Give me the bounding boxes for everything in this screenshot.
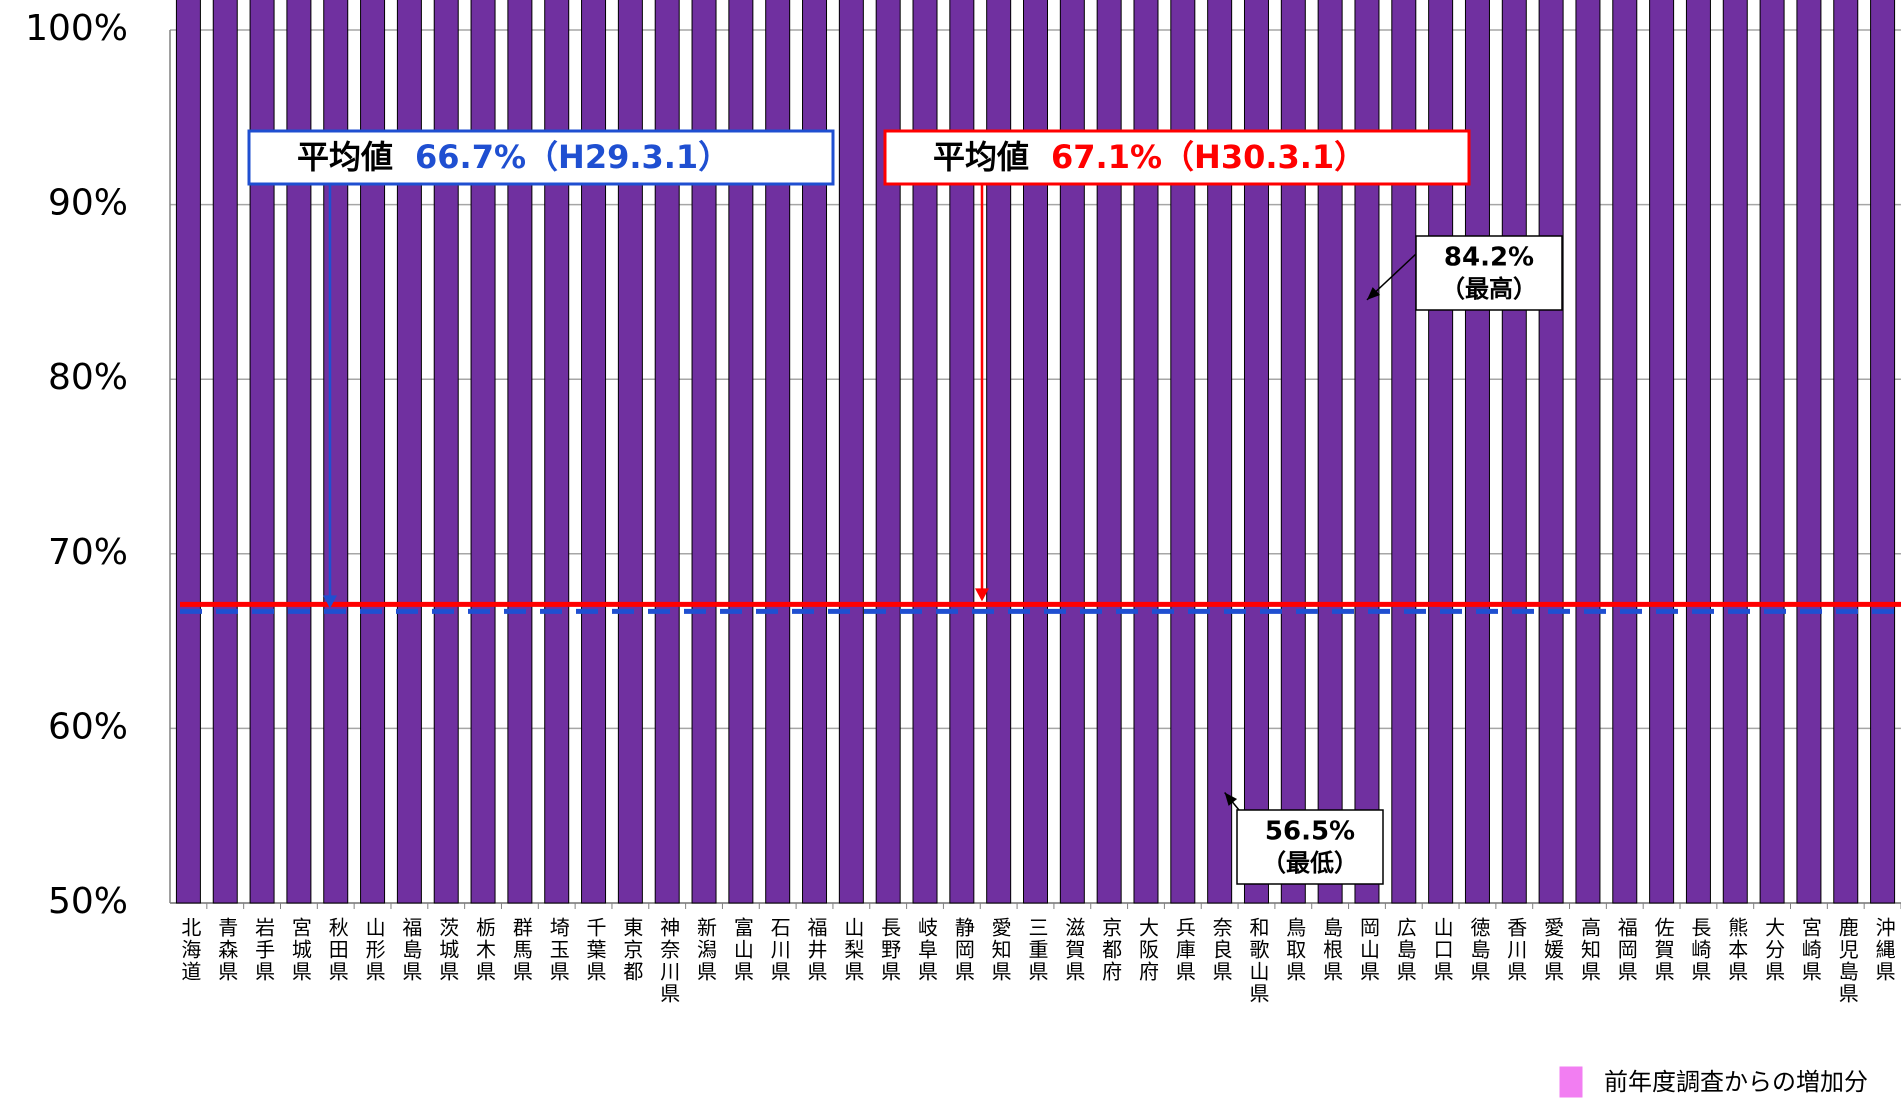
- x-tick-label: 新潟県: [694, 917, 718, 983]
- x-tick-label: 宮崎県: [1798, 917, 1822, 983]
- bar-segment: [1722, 0, 1748, 904]
- y-tick-label: 70%: [48, 532, 128, 573]
- x-tick-label: 秋田県: [325, 917, 349, 983]
- y-tick-label: 80%: [48, 357, 128, 398]
- x-tick-label: 愛知県: [988, 917, 1012, 983]
- x-tick-label: 兵庫県: [1172, 917, 1196, 983]
- x-tick-label: 神奈川県: [657, 917, 681, 1005]
- annotation-note: （最低）: [1262, 849, 1358, 877]
- arrow-head: [1366, 287, 1381, 300]
- annotation-box: [1236, 809, 1384, 885]
- arrow-head: [975, 588, 989, 602]
- average-label: 平均値 66.7%（H29.3.1）: [297, 138, 730, 176]
- annotation-box: [1415, 235, 1563, 311]
- x-tick-label: 岩手県: [252, 917, 276, 983]
- x-tick-label: 高知県: [1577, 917, 1601, 983]
- x-tick-label: 鳥取県: [1283, 917, 1307, 983]
- average-value: 66.7%（H29.3.1）: [415, 138, 730, 176]
- bar-segment: [1833, 0, 1859, 904]
- y-tick-label: 50%: [48, 881, 128, 922]
- bar-segment: [1649, 0, 1675, 904]
- bar-segment: [838, 0, 864, 904]
- x-tick-label: 香川県: [1504, 917, 1528, 983]
- annotation-note: （最高）: [1441, 275, 1537, 303]
- arrow-head: [323, 595, 337, 609]
- x-tick-label: 佐賀県: [1651, 917, 1675, 983]
- x-tick-label: 広島県: [1393, 917, 1417, 983]
- arrow-head: [1224, 792, 1238, 806]
- x-tick-label: 福島県: [399, 917, 423, 983]
- x-tick-label: 宮城県: [288, 917, 312, 983]
- x-tick-label: 滋賀県: [1062, 917, 1086, 983]
- x-tick-label: 山梨県: [841, 917, 865, 983]
- annotation-value: 56.5%: [1265, 817, 1355, 847]
- x-tick-label: 和歌山県: [1246, 917, 1270, 1005]
- average-title: 平均値: [933, 138, 1029, 176]
- y-tick-label: 100%: [25, 8, 128, 49]
- average-box: [883, 129, 1471, 186]
- x-tick-label: 群馬県: [509, 917, 533, 983]
- x-tick-label: 三重県: [1025, 917, 1049, 983]
- x-tick-label: 愛媛県: [1541, 917, 1565, 983]
- x-tick-label: 徳島県: [1467, 917, 1491, 983]
- x-tick-label: 静岡県: [951, 917, 975, 983]
- x-tick-label: 富山県: [730, 917, 754, 983]
- bar-segment: [212, 0, 238, 904]
- x-tick-label: 北海道: [178, 917, 202, 983]
- x-tick-label: 鹿児島県: [1835, 917, 1859, 1005]
- x-tick-label: 島根県: [1320, 917, 1344, 983]
- x-tick-label: 大阪府: [1135, 917, 1159, 983]
- x-tick-label: 山形県: [362, 917, 386, 983]
- legend-label: 前年度調査からの増加分: [1604, 1068, 1868, 1096]
- average-label: 平均値 67.1%（H30.3.1）: [933, 138, 1366, 176]
- x-tick-label: 長崎県: [1688, 917, 1712, 983]
- bar-segment: [1575, 0, 1601, 904]
- y-tick-label: 60%: [48, 706, 128, 747]
- annotation-value: 84.2%: [1444, 243, 1534, 273]
- x-tick-label: 山口県: [1430, 917, 1454, 983]
- x-tick-label: 埼玉県: [546, 917, 570, 983]
- x-tick-label: 千葉県: [583, 917, 607, 983]
- x-tick-label: 福井県: [804, 917, 828, 983]
- average-title: 平均値: [297, 138, 393, 176]
- y-tick-label: 90%: [48, 183, 128, 224]
- bar-segment: [1796, 0, 1822, 904]
- x-tick-label: 沖縄県: [1872, 917, 1896, 983]
- bar-segment: [1501, 0, 1527, 904]
- x-tick-label: 奈良県: [1209, 917, 1233, 983]
- x-tick-label: 石川県: [767, 917, 791, 983]
- bar-segment: [175, 0, 201, 904]
- x-tick-label: 大分県: [1762, 917, 1786, 983]
- x-tick-label: 栃木県: [473, 917, 497, 983]
- bar-segment: [1612, 0, 1638, 904]
- x-tick-label: 熊本県: [1725, 917, 1749, 983]
- x-tick-label: 青森県: [215, 917, 239, 983]
- x-tick-label: 長野県: [878, 917, 902, 983]
- legend-swatch: [1559, 1066, 1583, 1098]
- average-box: [247, 129, 835, 186]
- average-value: 67.1%（H30.3.1）: [1051, 138, 1366, 176]
- x-tick-label: 岐阜県: [915, 917, 939, 983]
- x-tick-label: 茨城県: [436, 917, 460, 983]
- x-tick-label: 福岡県: [1614, 917, 1638, 983]
- bar-segment: [1685, 0, 1711, 904]
- bar-segment: [1870, 0, 1896, 904]
- x-tick-label: 岡山県: [1356, 917, 1380, 983]
- bar-segment: [1759, 0, 1785, 904]
- bar-segment: [1538, 0, 1564, 904]
- x-tick-label: 東京都: [620, 917, 644, 983]
- x-tick-label: 京都府: [1099, 917, 1123, 983]
